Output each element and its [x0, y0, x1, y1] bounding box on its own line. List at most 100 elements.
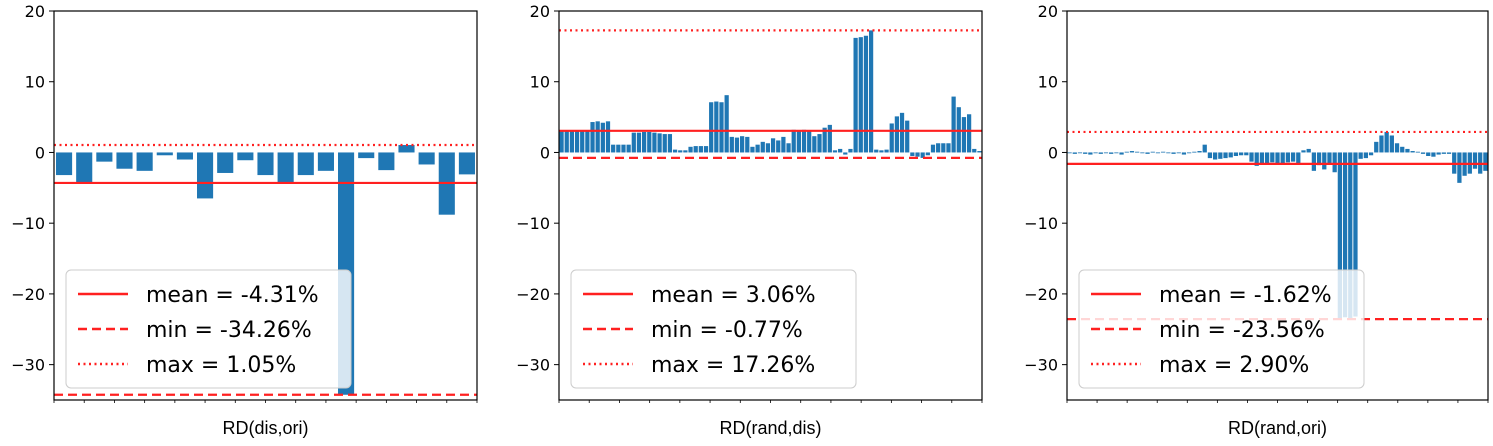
bar — [1415, 151, 1420, 153]
bar — [1098, 152, 1103, 154]
bar — [1161, 151, 1166, 153]
bar — [719, 102, 724, 153]
bar — [1290, 152, 1296, 162]
bar — [1181, 152, 1187, 155]
bar — [1244, 152, 1249, 156]
bar — [961, 117, 967, 153]
bar — [1275, 152, 1280, 164]
bar — [590, 122, 595, 153]
bar — [1259, 152, 1265, 164]
bar — [776, 140, 781, 153]
bar — [894, 116, 899, 153]
bar — [56, 152, 73, 176]
bar — [1233, 152, 1239, 156]
bar — [1431, 152, 1436, 157]
y-tick-label: 10 — [25, 73, 45, 92]
y-tick-label: −20 — [1024, 285, 1058, 304]
bar — [574, 130, 580, 153]
bar — [796, 130, 801, 153]
bar — [358, 152, 375, 159]
bar — [734, 137, 740, 153]
bar — [781, 136, 786, 153]
y-tick-label: 10 — [1038, 73, 1058, 92]
bar — [1363, 152, 1368, 159]
y-tick-label: 10 — [530, 73, 550, 92]
bar — [1296, 152, 1301, 164]
bar — [1145, 152, 1150, 154]
legend-label-max: max = 2.90% — [1159, 353, 1309, 378]
bar — [1322, 152, 1327, 170]
legend-label-min: min = -0.77% — [651, 318, 803, 343]
bar — [1093, 152, 1098, 154]
bar — [688, 146, 693, 153]
y-tick-label: 20 — [530, 2, 550, 21]
bar — [920, 152, 925, 158]
bar — [1316, 152, 1322, 166]
bar — [1280, 152, 1285, 164]
bar — [1348, 152, 1353, 318]
bar — [1311, 152, 1317, 171]
bar — [1202, 144, 1207, 153]
bar — [1405, 148, 1410, 153]
bar — [884, 149, 889, 153]
bar — [1420, 152, 1426, 154]
bar — [678, 150, 683, 153]
bar — [297, 152, 314, 176]
bar — [600, 122, 605, 153]
bar — [1067, 152, 1072, 154]
bar — [611, 144, 616, 153]
bar — [740, 136, 745, 153]
bar — [418, 152, 435, 165]
x-axis-label: RD(dis,ori) — [222, 418, 308, 438]
bar — [1114, 152, 1119, 154]
bar — [848, 148, 853, 153]
bar — [693, 146, 698, 153]
bar — [930, 144, 936, 153]
bar — [1238, 152, 1244, 156]
bar — [1207, 152, 1213, 159]
bar — [636, 132, 642, 153]
y-tick-label: 20 — [25, 2, 45, 21]
bar — [1457, 152, 1462, 183]
bar — [156, 152, 173, 156]
bar — [116, 152, 133, 169]
bar — [1410, 151, 1415, 153]
chart-panel-2: 20 10 0 −10 −20 −30 RD(rand,dis) mean = 3.06% mi… — [516, 2, 983, 438]
bar — [745, 136, 750, 153]
bar — [889, 123, 894, 153]
y-tick-label: −10 — [1024, 214, 1058, 233]
legend-box — [570, 269, 857, 389]
bar — [1337, 152, 1342, 320]
bar — [1264, 152, 1270, 164]
bar — [1389, 135, 1394, 153]
bar — [714, 101, 719, 153]
bar — [1150, 151, 1155, 153]
bar — [868, 30, 874, 153]
bar — [605, 121, 611, 153]
bar — [1270, 152, 1275, 163]
bar — [1109, 152, 1114, 154]
bar — [755, 144, 760, 153]
bar — [1249, 152, 1254, 162]
bar — [1197, 151, 1202, 153]
bar — [96, 152, 113, 162]
legend-label-min: min = -23.56% — [1159, 318, 1325, 343]
bar — [1426, 152, 1431, 156]
bar — [398, 145, 415, 153]
bar — [458, 152, 475, 175]
bar — [925, 152, 930, 156]
bar — [631, 132, 636, 153]
bar — [941, 143, 946, 153]
bar — [812, 136, 817, 153]
bar — [698, 146, 703, 153]
y-tick-label: −30 — [11, 356, 45, 375]
bar — [1368, 152, 1374, 156]
bar — [807, 130, 812, 153]
bar — [1192, 151, 1197, 153]
legend-label-mean: mean = 3.06% — [651, 283, 816, 308]
bar — [1155, 152, 1161, 154]
bar — [1176, 152, 1181, 154]
bar — [585, 130, 590, 153]
